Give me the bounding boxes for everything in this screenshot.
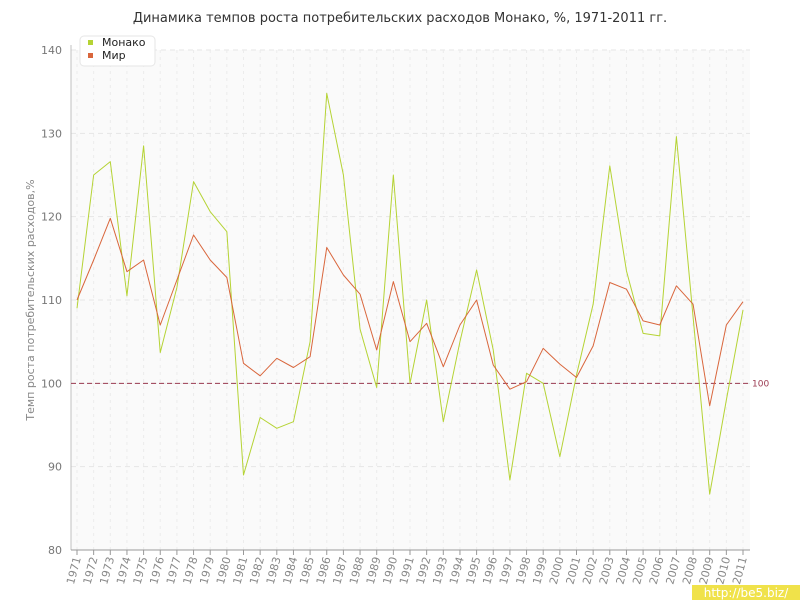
watermark: http://be5.biz/ [692, 585, 800, 600]
watermark-background [692, 585, 800, 600]
plot-background [71, 50, 750, 550]
y-axis-label: Темп роста потребительских расходов,% [24, 179, 37, 421]
y-tick-label: 110 [41, 294, 62, 307]
chart-title: Динамика темпов роста потребительских ра… [133, 11, 667, 26]
y-tick-label: 100 [41, 377, 62, 390]
legend: Монако Мир [79, 35, 156, 67]
reference-line-label: 100 [752, 379, 769, 389]
legend-swatch-world [88, 53, 93, 58]
y-tick-label: 130 [41, 127, 62, 140]
y-tick-label: 80 [48, 544, 62, 557]
legend-label-monaco[interactable]: Монако [102, 36, 146, 49]
y-tick-label: 90 [48, 461, 62, 474]
legend-label-world[interactable]: Мир [102, 49, 126, 62]
series-line-world [76, 217, 744, 407]
legend-box [79, 35, 156, 67]
watermark-link[interactable]: http://be5.biz/ [704, 586, 789, 600]
plot-area: 8090100110120130140197119721973197419751… [41, 44, 769, 586]
series-line-monaco [76, 92, 744, 495]
y-tick-label: 140 [41, 44, 62, 57]
legend-swatch-monaco [88, 40, 93, 45]
y-tick-label: 120 [41, 211, 62, 224]
